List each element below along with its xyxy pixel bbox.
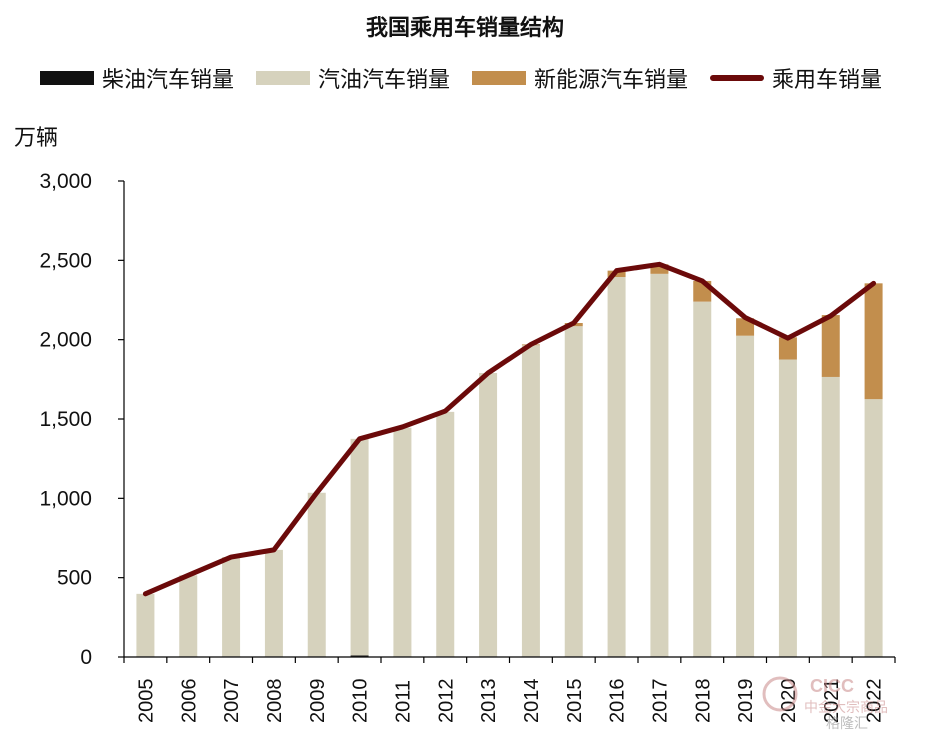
bar-gasoline	[521, 345, 540, 657]
y-tick-label: 2,500	[39, 249, 92, 272]
bar-gasoline	[136, 593, 155, 657]
legend-item-nev: 新能源汽车销量	[472, 62, 688, 94]
bar-gasoline	[264, 549, 283, 657]
watermark-source: 格隆汇	[826, 716, 868, 730]
y-tick-label: 500	[57, 567, 92, 590]
legend-label-total: 乘用车销量	[772, 68, 883, 93]
bar-nev	[864, 283, 883, 400]
bar-nev	[778, 337, 797, 360]
chart-title: 我国乘用车销量结构	[365, 16, 564, 41]
bar-diesel	[821, 656, 840, 657]
x-tick-label: 2009	[307, 679, 329, 724]
bar-diesel	[307, 656, 326, 657]
bar-diesel	[479, 656, 498, 657]
legend-item-total: 乘用车销量	[710, 62, 882, 94]
y-tick-label: 3,000	[39, 170, 92, 193]
x-tick-label: 2018	[692, 679, 714, 724]
legend-label-diesel: 柴油汽车销量	[102, 68, 235, 93]
bar-gasoline	[479, 372, 498, 657]
x-tick-label: 2010	[350, 679, 372, 724]
bar-diesel	[778, 656, 797, 657]
bar-diesel	[222, 656, 241, 657]
legend-swatch-nev	[472, 71, 527, 85]
legend-swatch-diesel	[40, 71, 94, 85]
line-total-sales	[142, 261, 877, 597]
bar-gasoline	[564, 326, 583, 657]
bar-diesel	[864, 656, 883, 657]
bar-diesel	[564, 656, 583, 657]
x-tick-label: 2016	[607, 679, 629, 724]
bar-diesel	[736, 656, 755, 657]
bar-gasoline	[222, 557, 241, 657]
legend-item-diesel: 柴油汽车销量	[40, 62, 234, 94]
bar-gasoline	[821, 376, 840, 657]
watermark-sub: 中金大宗商品	[804, 700, 888, 716]
bar-gasoline	[736, 335, 755, 657]
legend: 柴油汽车销量 汽油汽车销量 新能源汽车销量 乘用车销量	[40, 62, 882, 94]
bar-diesel	[436, 656, 455, 657]
y-tick-label: 2,000	[39, 329, 92, 352]
legend-label-nev: 新能源汽车销量	[534, 68, 689, 93]
bar-gasoline	[864, 399, 883, 657]
y-tick-label: 1,500	[39, 408, 92, 431]
x-tick-label: 2012	[435, 679, 457, 724]
bar-gasoline	[607, 276, 626, 657]
bar-gasoline	[179, 575, 198, 657]
bar-diesel	[136, 656, 155, 657]
bar-nev	[736, 318, 755, 336]
watermark-circle-icon	[762, 676, 798, 712]
bar-gasoline	[307, 492, 326, 657]
x-tick-label: 2022	[864, 679, 886, 724]
bar-gasoline	[350, 438, 369, 656]
legend-swatch-gasoline	[256, 71, 311, 85]
bar-diesel	[350, 655, 369, 657]
bar-gasoline	[650, 273, 669, 657]
x-tick-label: 2017	[649, 679, 671, 724]
x-tick-label: 2019	[735, 679, 757, 724]
bar-gasoline	[778, 359, 797, 657]
x-tick-label: 2015	[564, 679, 586, 724]
bar-gasoline	[436, 411, 455, 657]
y-axis-unit-label: 万辆	[14, 126, 59, 151]
x-tick-label: 2007	[221, 679, 243, 724]
bar-nev	[821, 315, 840, 377]
x-tick-label: 2013	[478, 679, 500, 724]
x-tick-label: 2006	[178, 679, 200, 724]
legend-label-gasoline: 汽油汽车销量	[318, 68, 451, 93]
watermark-logo: CICC 中金大宗商品 格隆汇	[762, 676, 888, 730]
legend-item-gasoline: 汽油汽车销量	[256, 62, 450, 94]
bar-diesel	[179, 656, 198, 657]
bar-diesel	[607, 656, 626, 657]
bar-diesel	[521, 656, 540, 657]
y-tick-label: 1,000	[39, 487, 92, 510]
bar-gasoline	[393, 427, 412, 657]
legend-swatch-total	[710, 75, 765, 81]
bar-diesel	[393, 656, 412, 657]
watermark-brand: CICC	[810, 676, 854, 696]
x-tick-label: 2008	[264, 679, 286, 724]
bar-diesel	[693, 656, 712, 657]
x-tick-label: 2021	[821, 679, 843, 724]
x-tick-label: 2011	[392, 680, 414, 723]
bar-diesel	[650, 656, 669, 657]
x-tick-label: 2005	[135, 679, 157, 724]
y-tick-label: 0	[80, 646, 92, 669]
bar-gasoline	[693, 301, 712, 657]
bar-diesel	[264, 656, 283, 657]
x-tick-label: 2014	[521, 679, 543, 724]
bar-nev	[650, 264, 669, 274]
